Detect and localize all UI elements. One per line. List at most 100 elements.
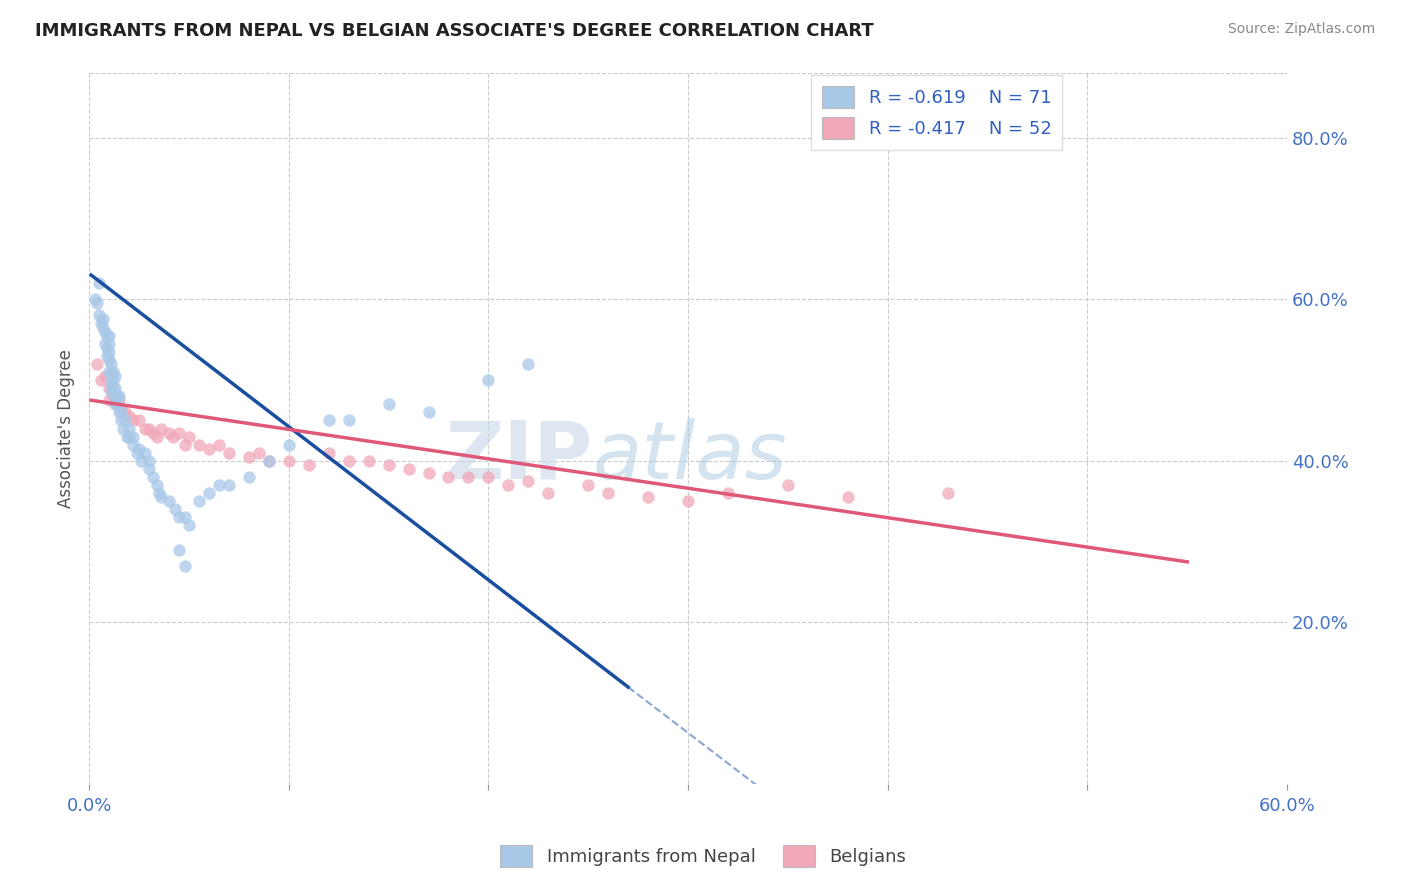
Point bbox=[98, 352, 121, 367]
Point bbox=[118, 421, 141, 435]
Point bbox=[101, 389, 124, 403]
Point bbox=[167, 425, 190, 440]
Point bbox=[238, 470, 260, 484]
Point bbox=[86, 296, 108, 310]
Point bbox=[125, 446, 148, 460]
Point bbox=[105, 397, 128, 411]
Point bbox=[776, 478, 799, 492]
Point bbox=[100, 357, 122, 371]
Point bbox=[157, 494, 180, 508]
Point bbox=[318, 413, 340, 427]
Point bbox=[91, 320, 114, 334]
Point bbox=[134, 446, 156, 460]
Point bbox=[477, 373, 499, 387]
Point bbox=[717, 486, 740, 500]
Point bbox=[142, 425, 165, 440]
Point bbox=[138, 421, 160, 435]
Point bbox=[98, 344, 121, 359]
Point bbox=[218, 478, 240, 492]
Point bbox=[208, 438, 231, 452]
Point bbox=[162, 429, 184, 443]
Point bbox=[257, 454, 280, 468]
Point bbox=[104, 397, 127, 411]
Point bbox=[101, 365, 124, 379]
Point bbox=[247, 446, 270, 460]
Point bbox=[498, 478, 520, 492]
Point bbox=[115, 429, 138, 443]
Point bbox=[134, 421, 156, 435]
Legend: Immigrants from Nepal, Belgians: Immigrants from Nepal, Belgians bbox=[492, 838, 914, 874]
Point bbox=[138, 462, 160, 476]
Point bbox=[298, 458, 321, 472]
Legend: R = -0.619    N = 71, R = -0.417    N = 52: R = -0.619 N = 71, R = -0.417 N = 52 bbox=[811, 75, 1063, 150]
Point bbox=[114, 405, 136, 419]
Point bbox=[104, 381, 127, 395]
Point bbox=[576, 478, 599, 492]
Point bbox=[377, 458, 399, 472]
Point bbox=[167, 510, 190, 524]
Point bbox=[100, 369, 122, 384]
Point bbox=[94, 325, 117, 339]
Point bbox=[357, 454, 380, 468]
Point bbox=[418, 466, 440, 480]
Point bbox=[122, 413, 145, 427]
Point bbox=[110, 413, 132, 427]
Point bbox=[100, 377, 122, 392]
Point bbox=[187, 494, 209, 508]
Point bbox=[98, 336, 121, 351]
Point bbox=[110, 401, 132, 416]
Point bbox=[128, 413, 150, 427]
Point bbox=[187, 438, 209, 452]
Point bbox=[122, 438, 145, 452]
Point bbox=[98, 381, 121, 395]
Point bbox=[104, 369, 127, 384]
Point bbox=[537, 486, 560, 500]
Point bbox=[142, 470, 165, 484]
Point bbox=[129, 454, 152, 468]
Text: IMMIGRANTS FROM NEPAL VS BELGIAN ASSOCIATE'S DEGREE CORRELATION CHART: IMMIGRANTS FROM NEPAL VS BELGIAN ASSOCIA… bbox=[35, 22, 875, 40]
Point bbox=[105, 389, 128, 403]
Text: ZIP: ZIP bbox=[444, 418, 592, 496]
Point bbox=[517, 357, 540, 371]
Point bbox=[676, 494, 699, 508]
Point bbox=[337, 413, 360, 427]
Point bbox=[837, 490, 859, 504]
Point bbox=[101, 381, 124, 395]
Point bbox=[148, 486, 170, 500]
Point bbox=[477, 470, 499, 484]
Point bbox=[96, 349, 118, 363]
Point bbox=[87, 309, 110, 323]
Point bbox=[198, 442, 221, 456]
Point bbox=[238, 450, 260, 464]
Point bbox=[84, 292, 107, 306]
Point bbox=[398, 462, 420, 476]
Point bbox=[318, 446, 340, 460]
Point bbox=[104, 389, 127, 403]
Point bbox=[118, 429, 141, 443]
Point bbox=[146, 478, 169, 492]
Point bbox=[598, 486, 620, 500]
Point bbox=[174, 558, 197, 573]
Point bbox=[108, 389, 131, 403]
Point bbox=[277, 454, 299, 468]
Point bbox=[177, 518, 200, 533]
Point bbox=[198, 486, 221, 500]
Point bbox=[118, 409, 141, 424]
Point bbox=[101, 373, 124, 387]
Point bbox=[96, 328, 118, 343]
Point bbox=[936, 486, 959, 500]
Point bbox=[90, 373, 112, 387]
Point bbox=[96, 341, 118, 355]
Point bbox=[377, 397, 399, 411]
Point bbox=[418, 405, 440, 419]
Point bbox=[100, 385, 122, 400]
Point bbox=[174, 438, 197, 452]
Point bbox=[110, 405, 132, 419]
Point bbox=[637, 490, 659, 504]
Point bbox=[157, 425, 180, 440]
Point bbox=[149, 490, 172, 504]
Point bbox=[177, 429, 200, 443]
Y-axis label: Associate's Degree: Associate's Degree bbox=[58, 349, 75, 508]
Point bbox=[167, 542, 190, 557]
Point bbox=[111, 421, 134, 435]
